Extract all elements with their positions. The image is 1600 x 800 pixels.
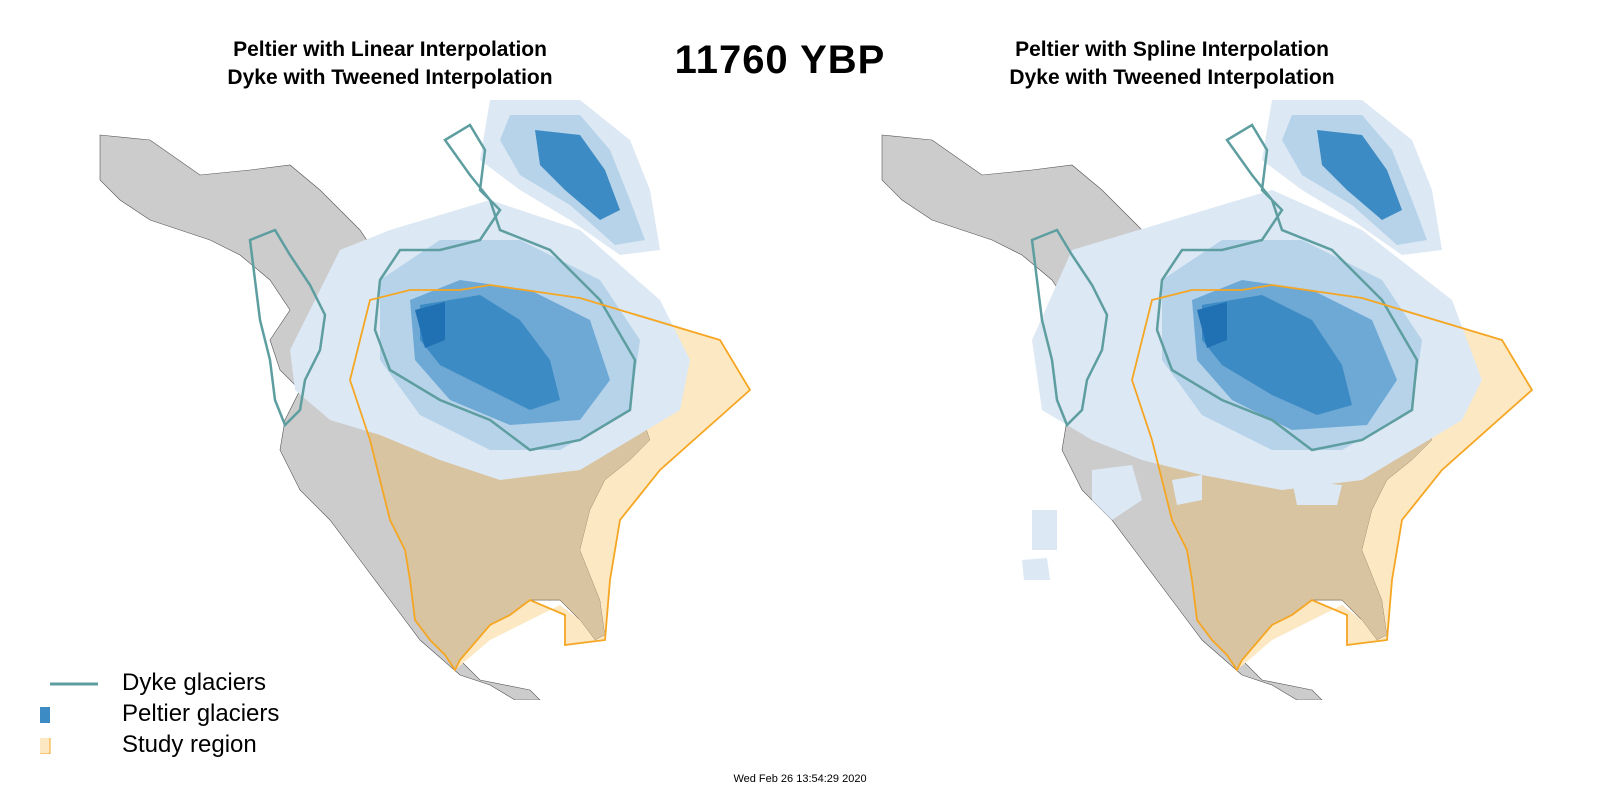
right-map bbox=[881, 100, 1534, 700]
left-panel-title: Peltier with Linear Interpolation Dyke w… bbox=[130, 36, 650, 92]
study-region-boundary bbox=[1131, 284, 1534, 672]
dyke-glacier-outline bbox=[373, 123, 637, 452]
left-title-line1: Peltier with Linear Interpolation bbox=[233, 38, 547, 61]
study-region-boundary bbox=[349, 284, 752, 672]
study-square-icon bbox=[40, 738, 51, 754]
right-title-line2: Dyke with Tweened Interpolation bbox=[1009, 66, 1335, 89]
right-panel-title: Peltier with Spline Interpolation Dyke w… bbox=[912, 36, 1432, 92]
peltier-ice-peak bbox=[415, 302, 445, 348]
peltier-ice-arctic-core bbox=[1317, 130, 1402, 220]
left-map bbox=[99, 100, 752, 700]
dyke-glacier-cordillera bbox=[1030, 228, 1109, 428]
peltier-ice-dense bbox=[420, 295, 560, 410]
peltier-ice-arctic-core bbox=[535, 130, 620, 220]
peltier-ice-peak bbox=[1197, 302, 1227, 348]
left-title-line2: Dyke with Tweened Interpolation bbox=[227, 66, 553, 89]
legend-item-peltier: Peltier glaciers bbox=[40, 699, 360, 729]
peltier-ice-patches bbox=[1022, 465, 1342, 580]
timestamp: Wed Feb 26 13:54:29 2020 bbox=[733, 773, 867, 785]
right-title-line1: Peltier with Spline Interpolation bbox=[1015, 38, 1329, 61]
legend-label-study: Study region bbox=[122, 731, 257, 758]
legend-label-peltier: Peltier glaciers bbox=[122, 700, 280, 727]
dyke-glacier-outline bbox=[1155, 123, 1419, 452]
peltier-ice-dense bbox=[1202, 295, 1352, 415]
legend-label-dyke: Dyke glaciers bbox=[122, 669, 267, 696]
dyke-line-icon bbox=[50, 682, 98, 686]
dyke-glacier-cordillera bbox=[248, 228, 327, 428]
legend-item-dyke: Dyke glaciers bbox=[40, 668, 360, 698]
main-title: 11760 YBP bbox=[674, 38, 886, 82]
legend-item-study: Study region bbox=[40, 730, 360, 760]
peltier-square-icon bbox=[40, 707, 50, 723]
